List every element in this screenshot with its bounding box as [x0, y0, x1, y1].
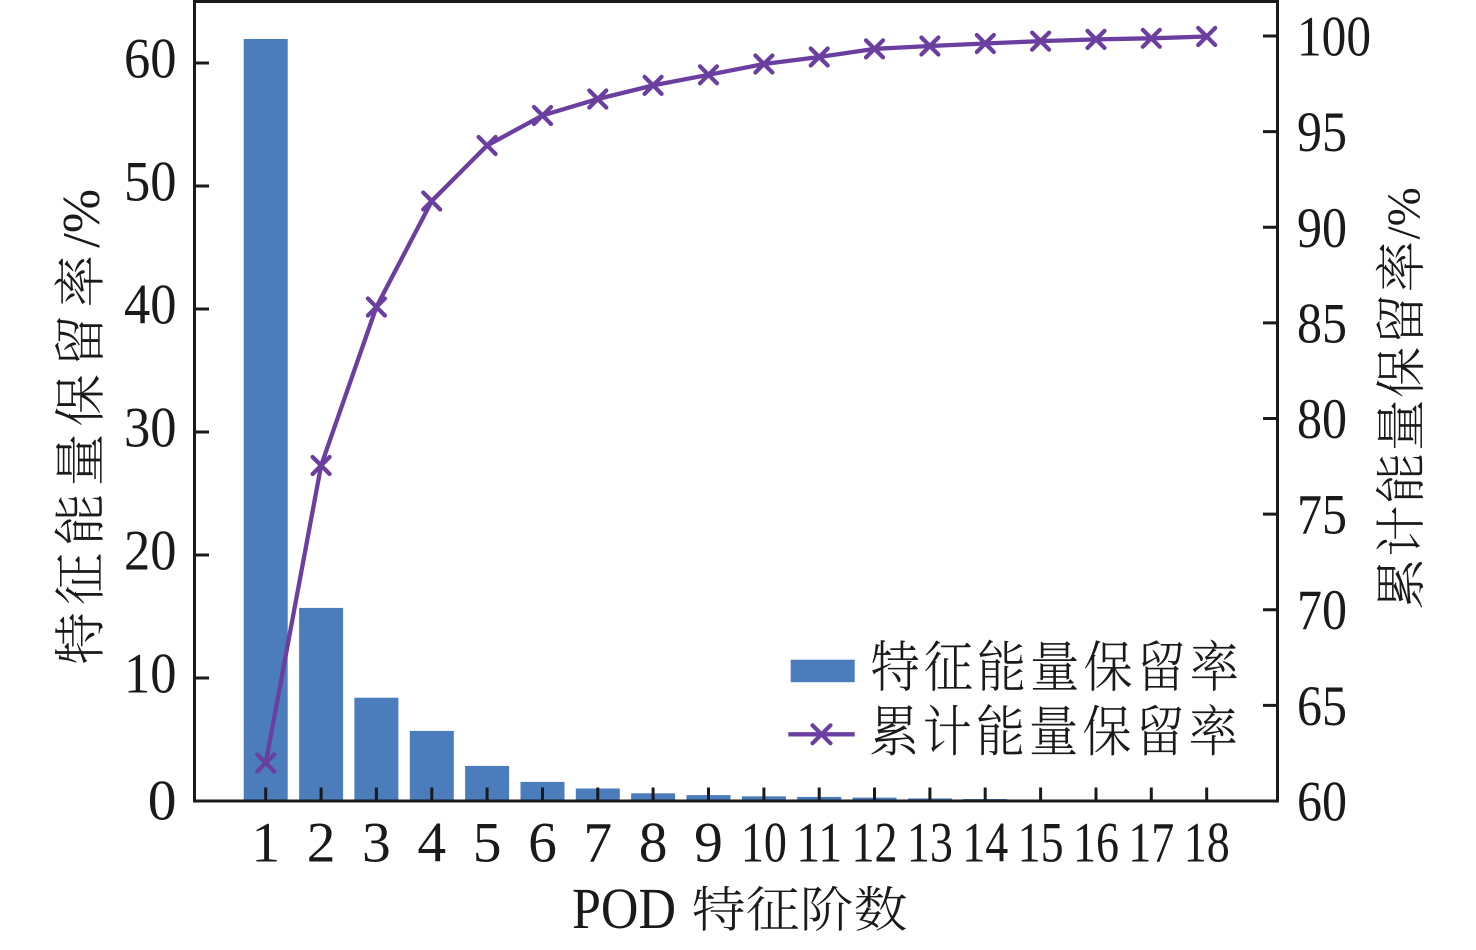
- svg-text:10: 10: [741, 812, 787, 875]
- svg-text:80: 80: [1297, 388, 1347, 451]
- svg-text:14: 14: [962, 812, 1008, 875]
- svg-text:30: 30: [124, 397, 177, 460]
- svg-text:100: 100: [1297, 6, 1371, 69]
- svg-text:4: 4: [417, 812, 446, 875]
- svg-text:/%: /%: [1378, 187, 1430, 239]
- svg-text:2: 2: [307, 812, 336, 875]
- svg-text:60: 60: [124, 28, 177, 91]
- svg-text:95: 95: [1297, 101, 1347, 164]
- svg-text:40: 40: [124, 274, 177, 337]
- svg-text:/%: /%: [53, 189, 111, 248]
- svg-text:1: 1: [251, 812, 280, 875]
- svg-text:75: 75: [1297, 484, 1347, 547]
- svg-text:10: 10: [124, 643, 177, 706]
- svg-text:13: 13: [907, 812, 953, 875]
- svg-text:60: 60: [1297, 771, 1347, 834]
- svg-text:18: 18: [1184, 812, 1230, 875]
- svg-text:POD: POD: [572, 876, 676, 941]
- svg-text:3: 3: [362, 812, 391, 875]
- svg-text:16: 16: [1073, 812, 1119, 875]
- svg-text:8: 8: [639, 812, 668, 875]
- svg-text:12: 12: [852, 812, 898, 875]
- svg-text:17: 17: [1128, 812, 1174, 875]
- svg-text:20: 20: [124, 520, 177, 583]
- svg-text:85: 85: [1297, 292, 1347, 355]
- svg-text:90: 90: [1297, 197, 1347, 260]
- svg-text:50: 50: [124, 151, 177, 214]
- svg-text:15: 15: [1018, 812, 1064, 875]
- svg-text:65: 65: [1297, 675, 1347, 738]
- svg-text:70: 70: [1297, 579, 1347, 642]
- svg-text:11: 11: [796, 812, 842, 875]
- svg-text:6: 6: [528, 812, 557, 875]
- svg-text:5: 5: [473, 812, 502, 875]
- svg-text:7: 7: [583, 812, 612, 875]
- svg-text:0: 0: [148, 770, 177, 833]
- svg-text:9: 9: [694, 812, 723, 875]
